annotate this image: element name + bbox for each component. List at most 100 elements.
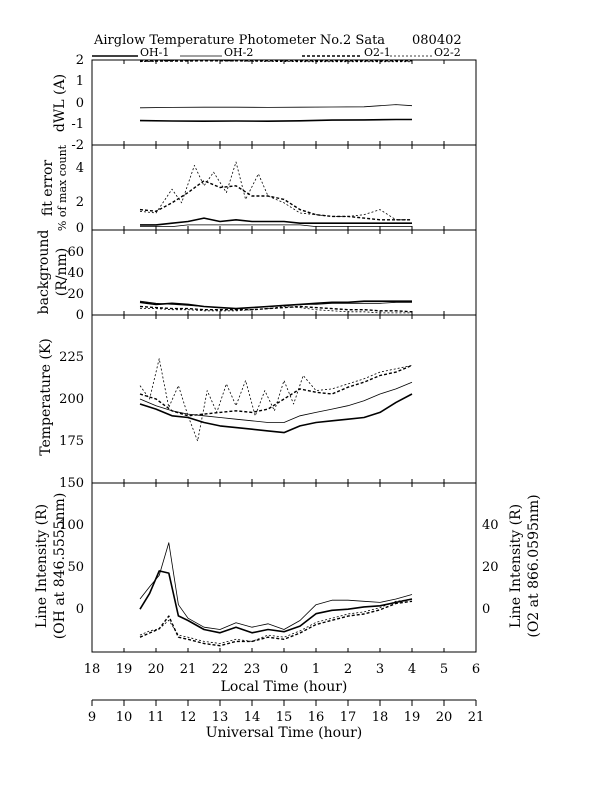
local-time-tick-label: 1 — [312, 662, 320, 677]
ut-tick-label: 13 — [212, 710, 229, 725]
intensity-ytick-right: 40 — [482, 518, 499, 533]
background-ytick: 20 — [67, 287, 84, 302]
x-axes: Local Time (hour) Universal Time (hour) … — [84, 662, 485, 741]
local-time-tick-label: 19 — [116, 662, 133, 677]
series-line-o21 — [139, 364, 413, 417]
fit-error-ytick: 2 — [76, 195, 84, 210]
series-line-oh1 — [139, 570, 413, 634]
legend-label-o21: O2-1 — [364, 46, 391, 59]
legend: OH-1 OH-2 O2-1 O2-2 — [92, 46, 461, 59]
local-time-tick-label: 2 — [344, 662, 352, 677]
background-ytick: 0 — [76, 308, 84, 323]
local-time-tick-label: 4 — [408, 662, 416, 677]
series-line-oh1 — [139, 393, 413, 434]
ut-tick-label: 21 — [468, 710, 485, 725]
series-line-oh2 — [139, 542, 413, 630]
dwl-ytick: 0 — [76, 96, 84, 111]
dwl-ytick: -2 — [71, 138, 84, 153]
panel-temperature: 225 200 175 150 Temperature (K) — [38, 315, 477, 491]
local-time-label: Local Time (hour) — [221, 679, 348, 695]
panel-frame-dwl — [91, 59, 477, 146]
dwl-series-group — [91, 59, 477, 145]
series-line-oh2 — [139, 381, 413, 423]
local-time-tick-label: 0 — [280, 662, 288, 677]
intensity-ytick-left: 100 — [59, 518, 84, 533]
legend-label-oh1: OH-1 — [140, 46, 169, 59]
ut-tick-label: 15 — [276, 710, 293, 725]
legend-label-o22: O2-2 — [434, 46, 461, 59]
ut-tick-label: 20 — [436, 710, 453, 725]
background-ytick: 60 — [67, 245, 84, 260]
local-time-tick-label: 6 — [472, 662, 480, 677]
ut-tick-label: 14 — [244, 710, 261, 725]
fit-error-ylabel-line2: % of max count — [56, 144, 69, 231]
local-time-tick-label: 21 — [180, 662, 197, 677]
intensity-ytick-left: 50 — [67, 560, 84, 575]
background-ytick: 40 — [67, 266, 84, 281]
dwl-ylabel: dWL (A) — [52, 74, 68, 132]
fit-error-ylabel-line1: fit error — [40, 160, 56, 217]
fit-error-ytick: 0 — [76, 221, 84, 236]
dwl-ytick: -1 — [71, 117, 84, 132]
panel-background: 60 40 20 0 background (R/nm) — [36, 230, 477, 323]
series-line-o22 — [139, 598, 413, 644]
fit-error-ytick: 4 — [76, 161, 84, 176]
temperature-ylabel: Temperature (K) — [38, 338, 54, 456]
panel-intensity: 100 50 0 40 20 0 Line Intensity (R) (OH … — [34, 483, 542, 652]
ut-tick-label: 18 — [372, 710, 389, 725]
background-ylabel-line1: background — [36, 230, 52, 315]
series-line-oh2 — [139, 104, 413, 109]
ut-tick-label: 11 — [148, 710, 165, 725]
series-line-o21 — [139, 600, 413, 647]
fit-error-series-group — [91, 145, 477, 230]
intensity-ylabel-left-line1: Line Intensity (R) — [34, 504, 50, 628]
local-time-tick-label: 5 — [440, 662, 448, 677]
figure-title: Airglow Temperature Photometer No.2 Sata — [93, 33, 385, 48]
intensity-series-group — [91, 483, 477, 652]
figure-date: 080402 — [412, 33, 462, 48]
temperature-ytick: 225 — [59, 350, 84, 365]
series-line-oh1 — [139, 118, 412, 122]
panel-frame-intensity — [91, 482, 477, 653]
temperature-ytick: 200 — [59, 392, 84, 407]
series-line-oh1 — [140, 217, 412, 226]
series-line-o21 — [139, 179, 412, 221]
legend-label-oh2: OH-2 — [224, 46, 253, 59]
panel-frame-fit-error — [91, 144, 477, 231]
ut-tick-label: 12 — [180, 710, 197, 725]
local-time-tick-label: 20 — [148, 662, 165, 677]
local-time-tick-label: 22 — [212, 662, 229, 677]
ut-tick-label: 19 — [404, 710, 421, 725]
ut-tick-label: 17 — [340, 710, 357, 725]
ut-tick-label: 16 — [308, 710, 325, 725]
dwl-ytick: 2 — [76, 53, 84, 68]
series-line-o21 — [139, 305, 413, 313]
universal-time-label: Universal Time (hour) — [206, 725, 363, 741]
temperature-series-group — [91, 315, 477, 483]
series-line-o22 — [139, 161, 412, 221]
background-ylabel-line2: (R/nm) — [54, 248, 70, 296]
series-line-o22 — [139, 358, 413, 442]
series-line-oh2 — [139, 300, 412, 310]
intensity-ytick-right: 20 — [482, 560, 499, 575]
intensity-ylabel-right-line1: Line Intensity (R) — [508, 504, 524, 628]
series-line-o22 — [139, 59, 412, 63]
local-time-tick-label: 3 — [376, 662, 384, 677]
series-line-oh2 — [140, 224, 412, 228]
intensity-ylabel-right-line2: (O2 at 866.0595nm) — [526, 494, 542, 637]
local-time-tick-label: 23 — [244, 662, 261, 677]
dwl-ytick: 1 — [76, 74, 84, 89]
intensity-ylabel-left-line2: (OH at 846.5555nm) — [52, 493, 68, 640]
ut-tick-label: 10 — [116, 710, 133, 725]
intensity-ytick-left: 0 — [76, 602, 84, 617]
panel-dwl: 2 1 0 -1 -2 dWL (A) — [52, 53, 477, 153]
temperature-ytick: 150 — [59, 476, 84, 491]
temperature-ytick: 175 — [59, 434, 84, 449]
ut-tick-label: 9 — [88, 710, 96, 725]
local-time-tick-label: 18 — [84, 662, 101, 677]
series-line-o22 — [140, 306, 412, 314]
panel-fit-error: 4 2 0 fit error % of max count — [40, 144, 477, 236]
background-series-group — [91, 230, 477, 315]
intensity-ytick-right: 0 — [482, 602, 490, 617]
